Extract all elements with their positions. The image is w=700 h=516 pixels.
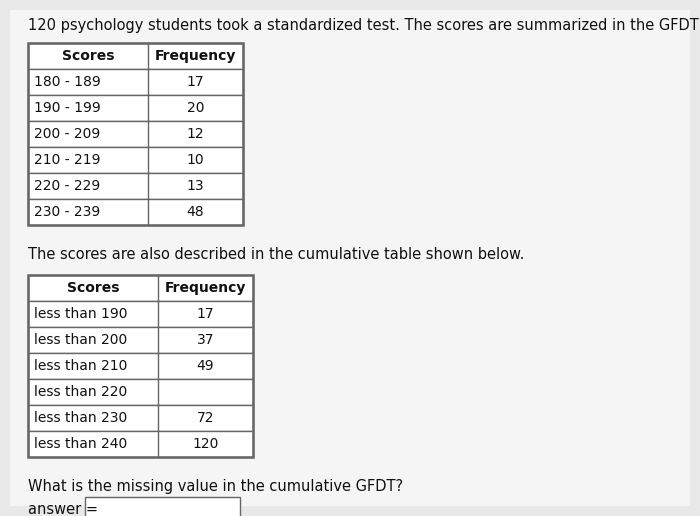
Text: 120: 120 bbox=[193, 437, 218, 451]
Text: 220 - 229: 220 - 229 bbox=[34, 179, 100, 193]
Text: Frequency: Frequency bbox=[155, 49, 236, 63]
Bar bbox=[28, 275, 253, 457]
Text: 10: 10 bbox=[187, 153, 204, 167]
Bar bbox=[28, 147, 243, 173]
Text: less than 210: less than 210 bbox=[34, 359, 127, 373]
Bar bbox=[28, 353, 253, 379]
Bar bbox=[85, 497, 240, 516]
Text: less than 190: less than 190 bbox=[34, 307, 127, 321]
Text: 190 - 199: 190 - 199 bbox=[34, 101, 101, 115]
Text: 210 - 219: 210 - 219 bbox=[34, 153, 101, 167]
Text: less than 200: less than 200 bbox=[34, 333, 127, 347]
Text: 230 - 239: 230 - 239 bbox=[34, 205, 100, 219]
Bar bbox=[28, 379, 253, 405]
Text: 49: 49 bbox=[197, 359, 214, 373]
Text: What is the missing value in the cumulative GFDT?: What is the missing value in the cumulat… bbox=[28, 479, 403, 494]
Text: 17: 17 bbox=[187, 75, 204, 89]
Bar bbox=[28, 121, 243, 147]
Text: 12: 12 bbox=[187, 127, 204, 141]
Text: The scores are also described in the cumulative table shown below.: The scores are also described in the cum… bbox=[28, 247, 524, 262]
Text: 37: 37 bbox=[197, 333, 214, 347]
Text: 180 - 189: 180 - 189 bbox=[34, 75, 101, 89]
Text: 120 psychology students took a standardized test. The scores are summarized in t: 120 psychology students took a standardi… bbox=[28, 18, 700, 33]
Text: less than 230: less than 230 bbox=[34, 411, 127, 425]
Bar bbox=[28, 327, 253, 353]
Text: 48: 48 bbox=[187, 205, 204, 219]
Bar bbox=[28, 43, 243, 225]
Text: 72: 72 bbox=[197, 411, 214, 425]
Bar bbox=[28, 275, 253, 301]
Text: Scores: Scores bbox=[62, 49, 114, 63]
Bar bbox=[28, 405, 253, 431]
Bar bbox=[28, 301, 253, 327]
Bar bbox=[28, 173, 243, 199]
Text: 20: 20 bbox=[187, 101, 204, 115]
Bar bbox=[28, 43, 243, 69]
Bar bbox=[28, 199, 243, 225]
Text: answer =: answer = bbox=[28, 502, 98, 516]
Text: less than 220: less than 220 bbox=[34, 385, 127, 399]
Text: Frequency: Frequency bbox=[164, 281, 246, 295]
Text: 13: 13 bbox=[187, 179, 204, 193]
Bar bbox=[28, 95, 243, 121]
Text: Scores: Scores bbox=[66, 281, 119, 295]
Text: less than 240: less than 240 bbox=[34, 437, 127, 451]
Bar bbox=[28, 431, 253, 457]
Text: 200 - 209: 200 - 209 bbox=[34, 127, 100, 141]
Bar bbox=[28, 69, 243, 95]
Text: 17: 17 bbox=[197, 307, 214, 321]
